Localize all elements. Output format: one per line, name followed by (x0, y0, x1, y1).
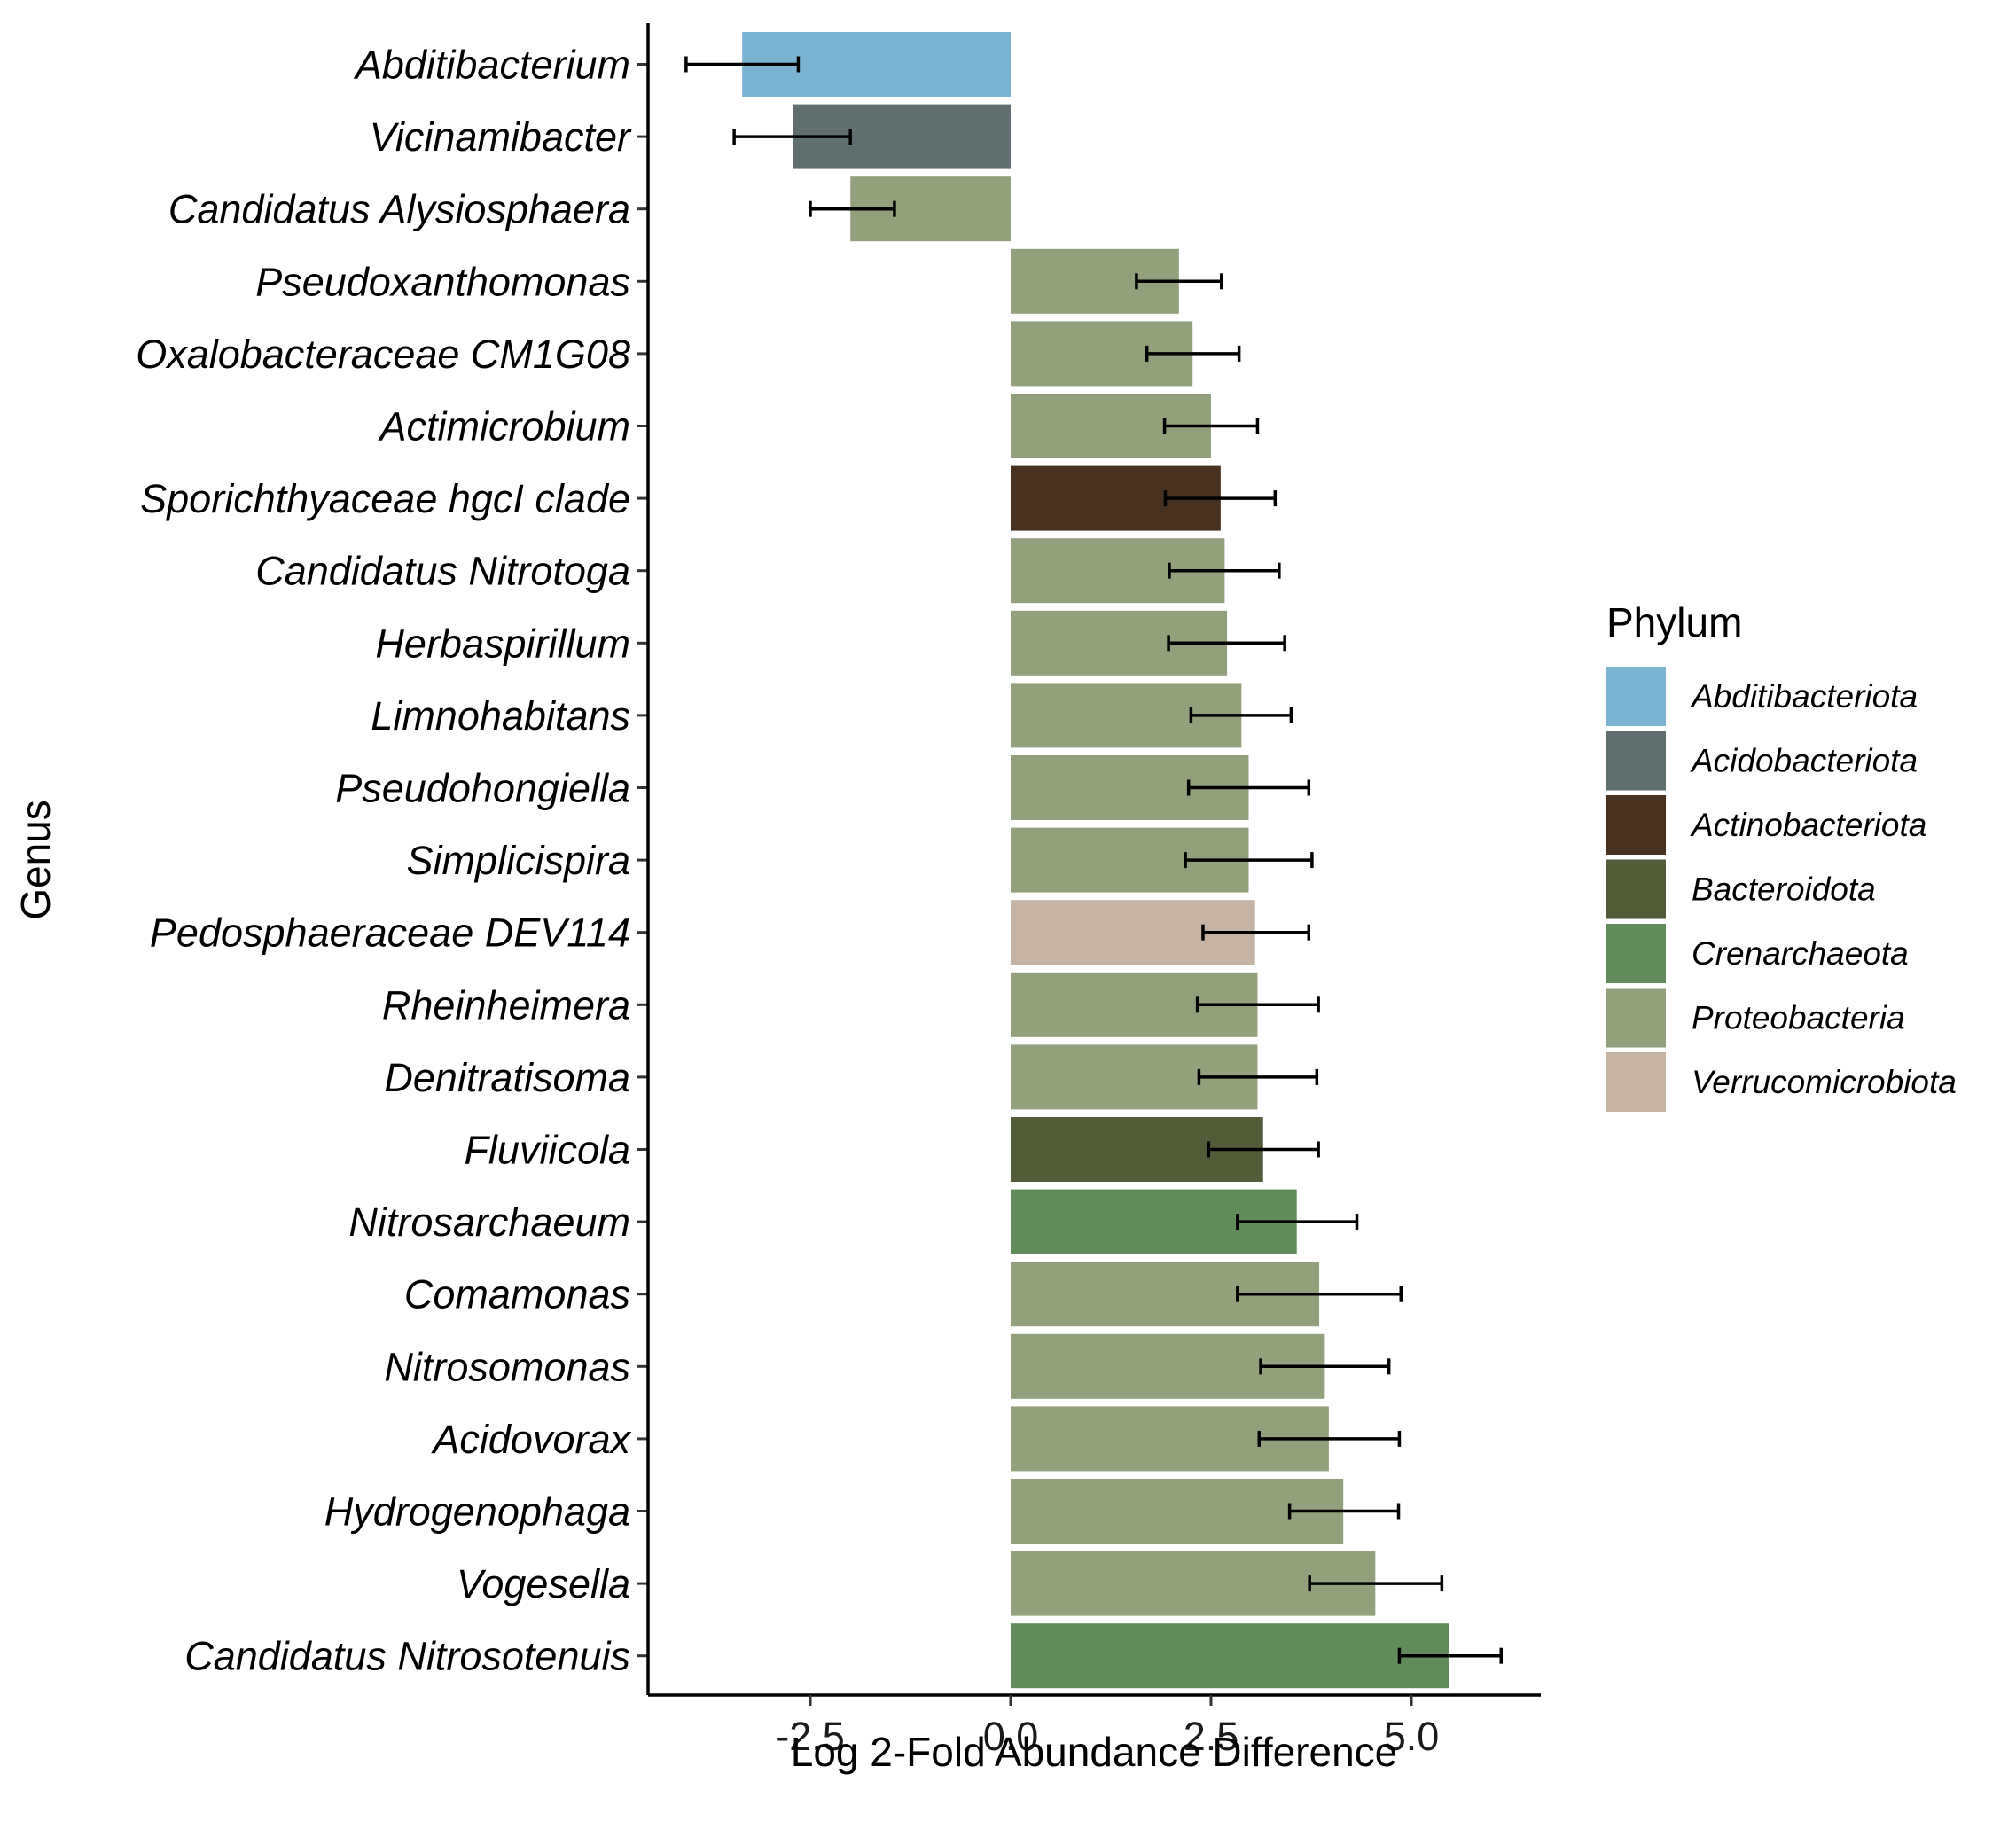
error-bar (1201, 924, 1311, 941)
error-bar (1257, 1430, 1402, 1447)
error-bar (1189, 707, 1293, 723)
legend-swatch (1606, 988, 1666, 1048)
error-bar (1236, 1214, 1359, 1231)
genus-label: Rheinheimera (382, 982, 630, 1028)
genus-label: Nitrosomonas (384, 1344, 630, 1389)
genus-label: Candidatus Nitrosotenuis (184, 1634, 630, 1679)
genus-label: Comamonas (404, 1272, 630, 1317)
genus-label: Actimicrobium (377, 404, 630, 449)
legend-swatch (1606, 731, 1666, 791)
x-tick-label: 0.0 (983, 1714, 1039, 1759)
error-bar (1236, 1286, 1403, 1302)
legend-label: Proteobacteria (1692, 1000, 1905, 1036)
error-bar (1186, 779, 1311, 796)
error-bar (1397, 1647, 1503, 1664)
genus-label: Pseudoxanthomonas (255, 259, 630, 304)
error-bar (1135, 273, 1223, 290)
error-bar (1195, 996, 1320, 1013)
legend-title: Phylum (1606, 599, 1742, 645)
legend-swatch (1606, 667, 1666, 726)
x-tick-label: -2.5 (776, 1714, 845, 1759)
error-bars-layer (684, 56, 1503, 1664)
genus-label: Pseudohongiella (335, 766, 630, 811)
error-bar (684, 56, 801, 73)
error-bar (809, 200, 896, 217)
error-bar (1167, 635, 1286, 652)
legend-label: Crenarchaeota (1692, 935, 1909, 972)
legend-swatch (1606, 924, 1666, 983)
genus-label: Simplicispira (406, 838, 630, 883)
x-axis-title: Log 2-Fold Abundance Difference (791, 1729, 1398, 1775)
genus-labels-layer: Abditibacterium Vicinamibacter Candidatus … (136, 43, 632, 1679)
genus-label: Acidovorax (430, 1417, 631, 1462)
genus-label: Herbaspirillum (375, 621, 630, 666)
bar-hydrogenophaga (1011, 1479, 1344, 1544)
genus-label: Abditibacterium (353, 43, 630, 88)
genus-label: Sporichthyaceae hgcI clade (140, 476, 630, 521)
error-bar (1308, 1575, 1444, 1592)
legend: Phylum Abditibacteriota Acidobacteriota Act… (1606, 599, 1957, 1112)
x-tick-label: 5.0 (1384, 1714, 1440, 1759)
x-tick-label: 2.5 (1184, 1714, 1239, 1759)
genus-label: Oxalobacteraceae CM1G08 (136, 332, 630, 377)
genus-label: Candidatus Nitrotoga (255, 549, 630, 594)
error-bar (1163, 490, 1278, 507)
legend-swatch (1606, 1052, 1666, 1112)
legend-label: Actinobacteriota (1690, 807, 1926, 843)
genus-label: Limnohabitans (371, 693, 630, 739)
error-bar (1162, 418, 1260, 434)
error-bar (1287, 1503, 1401, 1520)
legend-swatch (1606, 859, 1666, 919)
genus-label: Pedosphaeraceae DEV114 (150, 910, 630, 956)
error-bar (732, 129, 852, 145)
error-bar (1207, 1141, 1320, 1158)
genus-label: Vogesella (457, 1561, 630, 1606)
genus-label: Candidatus Alysiosphaera (168, 187, 630, 232)
legend-label: Bacteroidota (1692, 871, 1876, 908)
bar-candidatus-nitrosotenuis (1011, 1623, 1449, 1689)
error-bar (1168, 562, 1281, 579)
genus-label: Hydrogenophaga (324, 1489, 630, 1535)
y-axis-title: Genus (12, 800, 59, 920)
error-bar (1197, 1068, 1319, 1085)
genus-label: Fluviicola (464, 1128, 630, 1173)
legend-label: Acidobacteriota (1690, 743, 1918, 779)
legend-swatch (1606, 795, 1666, 855)
genus-label: Vicinamibacter (370, 114, 632, 160)
error-bar (1259, 1358, 1391, 1375)
genus-label: Nitrosarchaeum (348, 1200, 630, 1245)
error-bar (1184, 852, 1314, 869)
genus-label: Denitratisoma (384, 1055, 630, 1100)
legend-label: Abditibacteriota (1690, 678, 1918, 715)
error-bar (1145, 345, 1241, 362)
bars-layer (742, 32, 1449, 1689)
legend-label: Verrucomicrobiota (1692, 1064, 1957, 1100)
